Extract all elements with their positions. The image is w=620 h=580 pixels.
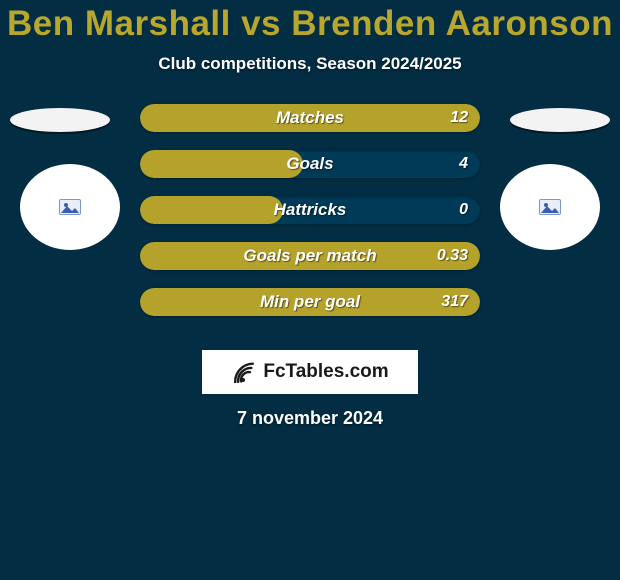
arena: Matches12Goals4Hattricks0Goals per match… <box>0 110 620 350</box>
stat-bars: Matches12 Goals4 Hattricks0 Goals per match… <box>140 104 480 334</box>
stat-fill <box>140 242 480 270</box>
player-right-disc <box>500 164 600 250</box>
stat-row: Hattricks0 <box>140 196 480 224</box>
stat-value: 4 <box>459 150 468 178</box>
stat-value: 0.33 <box>437 242 468 270</box>
player-left-disc <box>20 164 120 250</box>
subtitle: Club competitions, Season 2024/2025 <box>0 54 620 74</box>
stat-fill <box>140 104 480 132</box>
stat-row: Matches12 <box>140 104 480 132</box>
stat-fill <box>140 150 303 178</box>
stat-row: Goals per match0.33 <box>140 242 480 270</box>
brand-logo-icon <box>231 361 257 383</box>
stat-value: 317 <box>441 288 468 316</box>
page-title: Ben Marshall vs Brenden Aaronson <box>0 4 620 44</box>
stat-fill <box>140 196 283 224</box>
brand-text: FcTables.com <box>263 361 388 383</box>
brand-badge: FcTables.com <box>202 350 418 394</box>
stat-row: Min per goal317 <box>140 288 480 316</box>
stat-row: Goals4 <box>140 150 480 178</box>
comparison-card: Ben Marshall vs Brenden Aaronson Club co… <box>0 0 620 429</box>
right-pedestal-top <box>510 108 610 132</box>
stat-value: 12 <box>450 104 468 132</box>
date-text: 7 november 2024 <box>0 408 620 429</box>
stat-value: 0 <box>459 196 468 224</box>
placeholder-badge-icon <box>539 199 561 215</box>
stat-fill <box>140 288 480 316</box>
left-pedestal-top <box>10 108 110 132</box>
placeholder-badge-icon <box>59 199 81 215</box>
